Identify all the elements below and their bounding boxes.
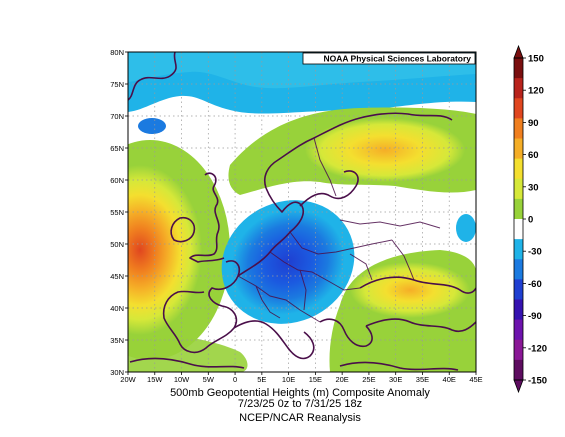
- italy-coast: [233, 320, 315, 360]
- maghreb-coast: [129, 357, 245, 369]
- lon-label: 20W: [120, 375, 136, 384]
- lon-label: 40E: [443, 375, 456, 384]
- colorbar-swatch: [514, 339, 523, 361]
- anatolia-coast: [365, 318, 476, 333]
- colorbar-swatch: [514, 78, 523, 99]
- colorbar-label: -150: [528, 376, 547, 387]
- colorbar-swatch: [514, 198, 523, 220]
- lon-label: 10W: [174, 375, 190, 384]
- colorbar-label: -60: [528, 279, 542, 290]
- lon-label: 5W: [203, 375, 215, 384]
- colorbar-label: 60: [528, 150, 539, 161]
- longitude-labels: 20W 15W 10W 5W 0 5E 10E 15E 20E 25E 30E 35E 40E 45E: [120, 372, 483, 384]
- colorbar-swatch: [514, 299, 523, 321]
- colorbar-swatch: [514, 279, 523, 300]
- lon-label: 45E: [469, 375, 482, 384]
- lat-label: 50N: [110, 240, 124, 249]
- lat-label: 70N: [110, 112, 124, 121]
- colorbar-swatch: [514, 98, 523, 119]
- colorbar-swatch: [514, 118, 523, 139]
- colorbar-arrow-bottom: [513, 379, 524, 394]
- colorbar-swatch: [514, 359, 523, 381]
- colorbar-arrow-top: [513, 44, 524, 59]
- colorbar-swatch: [514, 138, 523, 160]
- caption-source: NCEP/NCAR Reanalysis: [239, 412, 361, 424]
- colorbar-label: -90: [528, 311, 542, 322]
- borders: [237, 137, 441, 323]
- lat-label: 55N: [110, 208, 124, 217]
- credit-text: NOAA Physical Sciences Laboratory: [323, 54, 471, 64]
- baltic-coast: [299, 170, 359, 207]
- coastlines: [128, 52, 476, 371]
- colorbar-swatch: [514, 58, 523, 79]
- balkans-coast: [319, 318, 373, 348]
- colorbar-label: -30: [528, 247, 542, 258]
- colorbar: 150 120 90 60 30 0 -30 -60 -90 -120 -150: [513, 44, 547, 394]
- colorbar-swatch: [514, 178, 523, 200]
- lon-label: 20E: [335, 375, 348, 384]
- colorbar-label: 90: [528, 118, 539, 129]
- caption-title: 500mb Geopotential Heights (m) Composite…: [170, 387, 430, 399]
- lon-label: 25E: [362, 375, 375, 384]
- colorbar-label: 0: [528, 215, 533, 226]
- caption-dates: 7/23/25 0z to 7/31/25 18z: [238, 398, 362, 410]
- lat-label: 60N: [110, 176, 124, 185]
- lon-label: 35E: [416, 375, 429, 384]
- lat-label: 75N: [110, 80, 124, 89]
- colorbar-label: 30: [528, 182, 539, 193]
- colorbar-label: -120: [528, 343, 547, 354]
- colorbar-swatch: [514, 239, 523, 260]
- lat-label: 35N: [110, 336, 124, 345]
- colorbar-swatch: [514, 319, 523, 341]
- credit-box: [302, 52, 476, 65]
- north-africa-coast: [339, 361, 459, 371]
- lon-label: 0: [233, 375, 237, 384]
- lat-label: 30N: [110, 368, 124, 377]
- colorbar-swatch: [514, 259, 523, 280]
- north-sea-coast: [237, 187, 305, 277]
- colorbar-label: 120: [528, 86, 544, 97]
- lat-label: 65N: [110, 144, 124, 153]
- lat-label: 40N: [110, 304, 124, 313]
- black-sea-coast: [359, 276, 476, 294]
- colorbar-swatch: [514, 158, 523, 180]
- iberia-france-coast: [162, 260, 241, 354]
- anomaly-field: [128, 52, 476, 372]
- scandinavia-coast: [263, 112, 453, 189]
- lat-label: 80N: [110, 48, 124, 57]
- ireland-coast: [170, 216, 196, 243]
- lat-label: 45N: [110, 272, 124, 281]
- britain-coast: [189, 172, 225, 263]
- colorbar-swatch: [514, 219, 523, 240]
- colorbar-label: 150: [528, 54, 544, 65]
- lon-label: 15W: [147, 375, 163, 384]
- lon-label: 10E: [282, 375, 295, 384]
- latitude-labels: 30N 35N 40N 45N 50N 55N 60N 65N 70N 75N 80N: [110, 48, 128, 377]
- lon-label: 5E: [257, 375, 266, 384]
- lon-label: 30E: [389, 375, 402, 384]
- lon-label: 15E: [309, 375, 322, 384]
